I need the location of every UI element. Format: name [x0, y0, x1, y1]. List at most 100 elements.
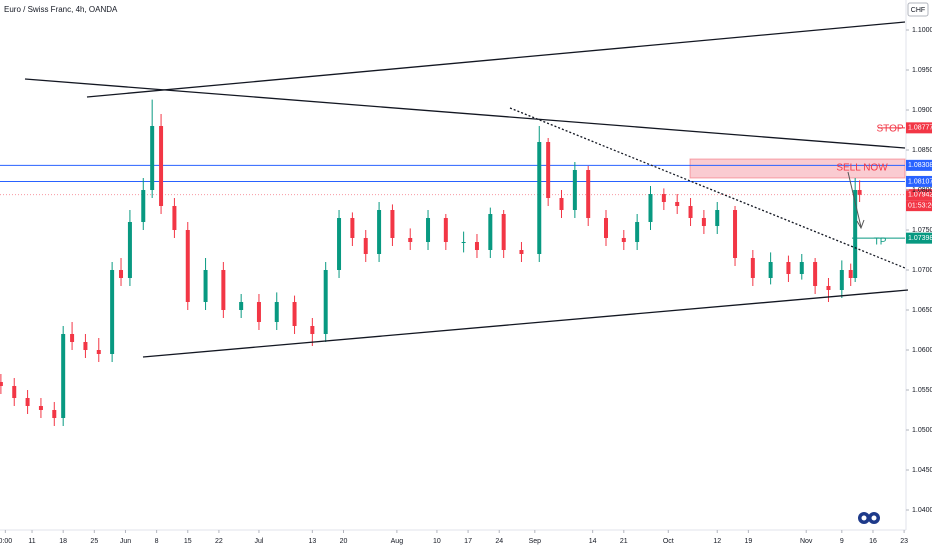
trendline [509, 107, 906, 269]
candle-body [733, 210, 738, 258]
candle-body [38, 406, 43, 410]
candle-body [443, 218, 448, 242]
y-tick-label: 1.09500 [912, 67, 932, 74]
currency: CHF [911, 7, 925, 14]
candle-body [848, 270, 853, 278]
candle-body [185, 230, 190, 302]
y-tick-label: 1.07000 [912, 267, 932, 274]
candle-body [310, 326, 315, 334]
arrow-head [856, 219, 865, 230]
y-tick-label: 1.09000 [912, 107, 932, 114]
x-tick-label: 23 [900, 538, 908, 545]
candle-body [661, 194, 666, 202]
candle-body [172, 206, 177, 230]
y-tick-label: 1.05000 [912, 427, 932, 434]
y-tick-label: 1.04500 [912, 467, 932, 474]
x-tick-label: 12 [713, 538, 721, 545]
candle-body [119, 270, 124, 278]
candle-body [141, 190, 146, 222]
candle-body [377, 210, 382, 254]
x-tick-label: 16 [869, 538, 877, 545]
candle-body [239, 302, 244, 310]
level-box [906, 159, 932, 171]
candle-body [292, 302, 297, 326]
candle-body [203, 270, 208, 302]
candle-body [350, 218, 355, 238]
candle-body [546, 142, 551, 198]
candle-body [586, 170, 591, 218]
candle-body [474, 242, 479, 250]
level-box [906, 189, 932, 201]
candle-body [604, 218, 609, 238]
candle-body [768, 262, 773, 278]
candle-body [750, 258, 755, 278]
x-tick-label: 24 [495, 538, 503, 545]
level-label: 1.08107 [908, 178, 932, 185]
candle-body [675, 202, 680, 206]
x-tick-label: 17 [464, 538, 472, 545]
candle-body [25, 398, 30, 406]
x-tick-label: 11 [28, 538, 35, 545]
x-tick-label: Jul [254, 538, 263, 545]
candle-body [621, 238, 626, 242]
sell-label: SELL NOW [836, 163, 888, 174]
candle-body [256, 302, 261, 322]
candle-body [701, 218, 706, 226]
candle-body [127, 222, 132, 278]
candle-body [408, 238, 413, 242]
level-label: 1.07942 [908, 191, 932, 198]
candle-body [839, 270, 844, 290]
logo [858, 512, 880, 524]
countdown-box [906, 200, 932, 212]
x-tick-label: 21 [620, 538, 628, 545]
candle-body [12, 386, 17, 398]
x-tick-label: 9 [840, 538, 844, 545]
arrow [847, 171, 862, 228]
currency-box [907, 2, 929, 17]
candle-body [274, 302, 279, 322]
candle-body [426, 218, 431, 242]
candle-body [323, 270, 328, 334]
x-tick-label: 22 [215, 538, 223, 545]
level-label: 1.08308 [908, 162, 932, 169]
candle-body [159, 126, 164, 206]
candle-body [110, 270, 115, 354]
x-tick-label: 8 [155, 538, 159, 545]
candle-body [826, 286, 831, 290]
y-tick-label: 1.04000 [912, 507, 932, 514]
chart-title: Euro / Swiss Franc, 4h, OANDA [4, 5, 118, 14]
x-tick-label: 14 [589, 538, 597, 545]
trendline [24, 78, 906, 149]
candle-body [786, 262, 791, 274]
y-tick-label: 1.05500 [912, 387, 932, 394]
x-tick-label: 0:00 [0, 538, 12, 545]
candle-body [635, 222, 640, 242]
level-label: 1.07398 [908, 235, 932, 242]
level-box [906, 122, 932, 134]
x-tick-label: 20 [340, 538, 348, 545]
candle-body [70, 334, 75, 342]
candle-body [572, 170, 577, 210]
y-tick-label: 1.07500 [912, 227, 932, 234]
x-tick-label: 19 [744, 538, 752, 545]
countdown: 01:53:26 [908, 202, 932, 209]
candle-body [150, 126, 155, 190]
x-tick-label: 25 [90, 538, 98, 545]
candle-body [0, 382, 3, 386]
candle-body [501, 214, 506, 250]
candle-body [488, 214, 493, 250]
level-box [906, 175, 932, 187]
candle-body [537, 142, 542, 254]
y-tick-label: 1.08500 [912, 147, 932, 154]
candle-body [363, 238, 368, 254]
candle-body [83, 342, 88, 350]
stop-label: STOP [876, 124, 903, 135]
candle-body [648, 194, 653, 222]
candle-body [337, 218, 342, 270]
x-tick-label: 18 [59, 538, 67, 545]
candle-body [688, 206, 693, 218]
candle-body [96, 350, 101, 354]
x-tick-label: 10 [433, 538, 441, 545]
level-box [906, 232, 932, 244]
y-tick-label: 1.08000 [912, 187, 932, 194]
